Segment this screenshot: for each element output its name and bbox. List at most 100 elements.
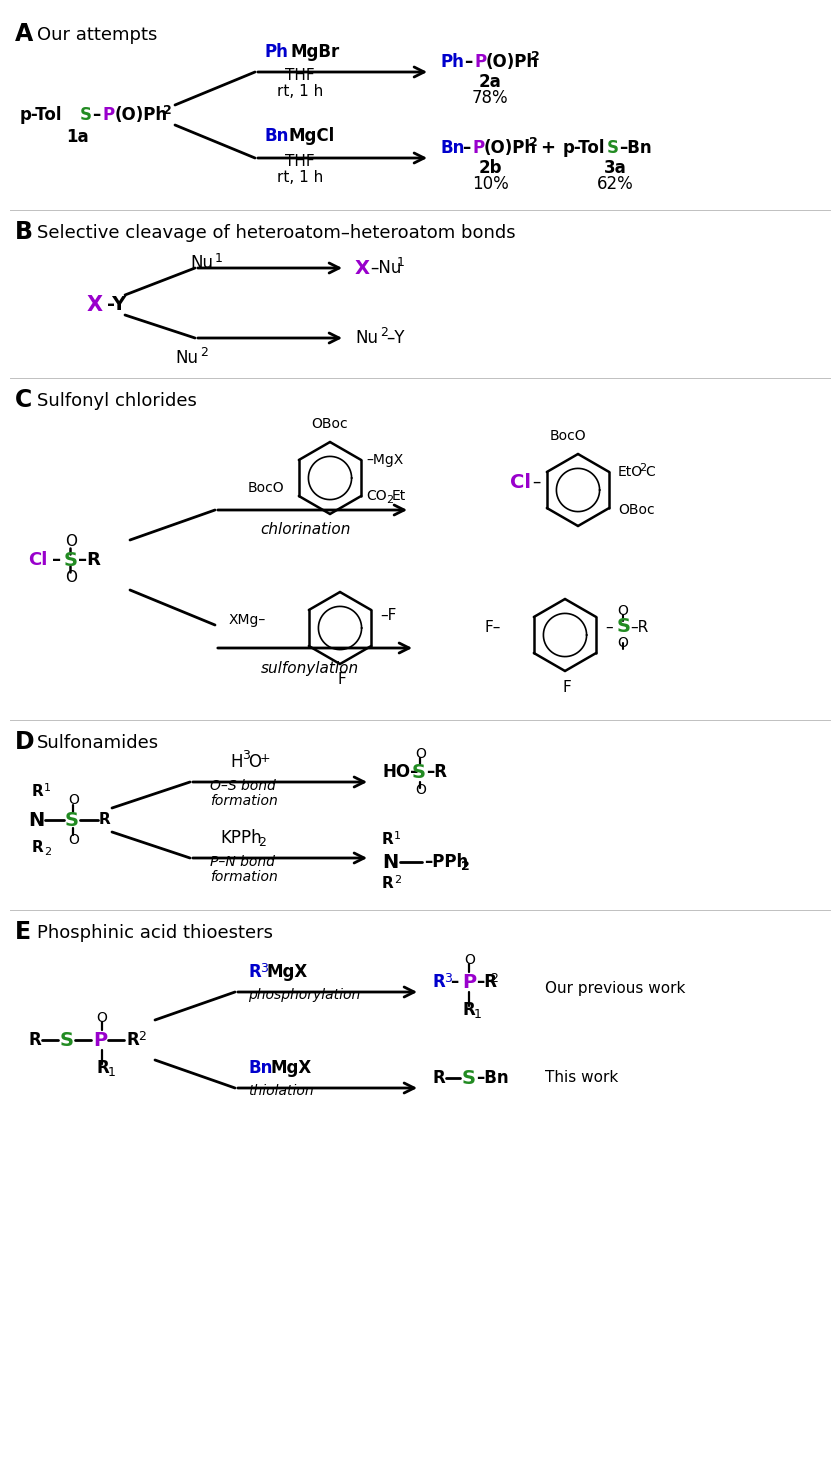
Text: S: S bbox=[412, 763, 426, 782]
Text: S: S bbox=[64, 551, 78, 570]
Text: rt, 1 h: rt, 1 h bbox=[277, 85, 323, 99]
Text: F: F bbox=[563, 680, 571, 694]
Text: Nu: Nu bbox=[355, 329, 378, 346]
Text: –: – bbox=[52, 551, 61, 569]
Text: 2: 2 bbox=[529, 136, 538, 149]
Text: THF: THF bbox=[286, 155, 315, 170]
Text: F: F bbox=[338, 673, 346, 687]
Text: –MgX: –MgX bbox=[366, 453, 403, 466]
Text: 1: 1 bbox=[394, 830, 401, 841]
Text: 2: 2 bbox=[386, 496, 393, 504]
Text: Cl: Cl bbox=[28, 551, 47, 569]
Text: MgBr: MgBr bbox=[290, 42, 339, 61]
Text: O: O bbox=[617, 604, 627, 618]
Text: A: A bbox=[15, 22, 34, 45]
Text: S: S bbox=[617, 617, 631, 636]
Text: R: R bbox=[99, 813, 111, 827]
Text: phosphorylation: phosphorylation bbox=[248, 988, 360, 1001]
Text: 1: 1 bbox=[397, 256, 405, 269]
Text: Ph: Ph bbox=[440, 53, 464, 72]
Text: –: – bbox=[532, 474, 540, 491]
Text: EtO: EtO bbox=[618, 465, 643, 480]
Text: P: P bbox=[103, 107, 115, 124]
Text: THF: THF bbox=[286, 69, 315, 83]
Text: R: R bbox=[382, 877, 394, 892]
Text: N: N bbox=[382, 852, 398, 871]
Text: This work: This work bbox=[545, 1070, 618, 1085]
Text: p-Tol: p-Tol bbox=[563, 139, 606, 156]
Text: 2: 2 bbox=[138, 1029, 146, 1042]
Text: 1: 1 bbox=[108, 1066, 116, 1079]
Text: 1: 1 bbox=[474, 1007, 482, 1020]
Text: R: R bbox=[126, 1031, 139, 1050]
Text: O: O bbox=[65, 570, 77, 585]
Text: O: O bbox=[415, 784, 426, 797]
Text: –: – bbox=[605, 620, 612, 635]
Text: Bn: Bn bbox=[265, 127, 289, 145]
Text: MgCl: MgCl bbox=[288, 127, 334, 145]
Text: P: P bbox=[93, 1031, 108, 1050]
Text: (O)Ph: (O)Ph bbox=[484, 139, 537, 156]
Text: Bn: Bn bbox=[440, 139, 465, 156]
Text: –Bn: –Bn bbox=[476, 1069, 509, 1088]
Text: formation: formation bbox=[210, 794, 278, 808]
Text: 2: 2 bbox=[380, 326, 388, 339]
Text: thiolation: thiolation bbox=[248, 1083, 313, 1098]
Text: R: R bbox=[462, 1001, 475, 1019]
Text: 3a: 3a bbox=[604, 159, 627, 177]
Text: P: P bbox=[474, 53, 486, 72]
Text: C: C bbox=[645, 465, 654, 480]
Text: –Y: –Y bbox=[386, 329, 405, 346]
Text: O: O bbox=[68, 833, 79, 846]
Text: P: P bbox=[472, 139, 484, 156]
Text: 10%: 10% bbox=[471, 175, 508, 193]
Text: R: R bbox=[28, 1031, 41, 1050]
Text: R: R bbox=[382, 832, 394, 848]
Text: S: S bbox=[80, 107, 92, 124]
Text: Our attempts: Our attempts bbox=[37, 26, 157, 44]
Text: O: O bbox=[96, 1012, 107, 1025]
Text: KPPh: KPPh bbox=[220, 829, 261, 846]
Text: F–: F– bbox=[485, 620, 501, 635]
Text: O: O bbox=[248, 753, 261, 770]
Text: OBoc: OBoc bbox=[312, 417, 349, 431]
Text: 2: 2 bbox=[258, 835, 266, 848]
Text: 1: 1 bbox=[215, 251, 223, 265]
Text: –R: –R bbox=[630, 620, 648, 635]
Text: R: R bbox=[32, 841, 44, 855]
Text: –: – bbox=[464, 53, 472, 72]
Text: O: O bbox=[68, 792, 79, 807]
Text: sulfonylation: sulfonylation bbox=[261, 661, 359, 675]
Text: O: O bbox=[617, 636, 627, 651]
Text: Sulfonamides: Sulfonamides bbox=[37, 734, 159, 751]
Text: Our previous work: Our previous work bbox=[545, 981, 685, 996]
Text: Phosphinic acid thioesters: Phosphinic acid thioesters bbox=[37, 924, 273, 942]
Text: –R: –R bbox=[426, 763, 447, 781]
Text: –PPh: –PPh bbox=[424, 852, 468, 871]
Text: S: S bbox=[462, 1069, 476, 1088]
Text: 2: 2 bbox=[490, 972, 498, 984]
Text: 3: 3 bbox=[260, 962, 268, 975]
Text: Cl: Cl bbox=[510, 472, 531, 491]
Text: S: S bbox=[607, 139, 619, 156]
Text: B: B bbox=[15, 219, 33, 244]
Text: 2: 2 bbox=[44, 846, 51, 857]
Text: P: P bbox=[462, 972, 476, 991]
Text: E: E bbox=[15, 920, 31, 944]
Text: P–N bond: P–N bond bbox=[210, 855, 275, 868]
Text: 2a: 2a bbox=[479, 73, 501, 91]
Text: R: R bbox=[248, 963, 260, 981]
Text: R: R bbox=[96, 1058, 108, 1077]
Text: +: + bbox=[260, 751, 270, 765]
Text: –R: –R bbox=[78, 551, 101, 569]
Text: Ph: Ph bbox=[265, 42, 289, 61]
Text: 2b: 2b bbox=[478, 159, 501, 177]
Text: (O)Ph: (O)Ph bbox=[115, 107, 168, 124]
Text: rt, 1 h: rt, 1 h bbox=[277, 171, 323, 186]
Text: 1a: 1a bbox=[66, 129, 89, 146]
Text: –: – bbox=[462, 139, 470, 156]
Text: 62%: 62% bbox=[596, 175, 633, 193]
Text: 2: 2 bbox=[639, 463, 646, 474]
Text: p-Tol: p-Tol bbox=[20, 107, 62, 124]
Text: D: D bbox=[15, 730, 34, 754]
